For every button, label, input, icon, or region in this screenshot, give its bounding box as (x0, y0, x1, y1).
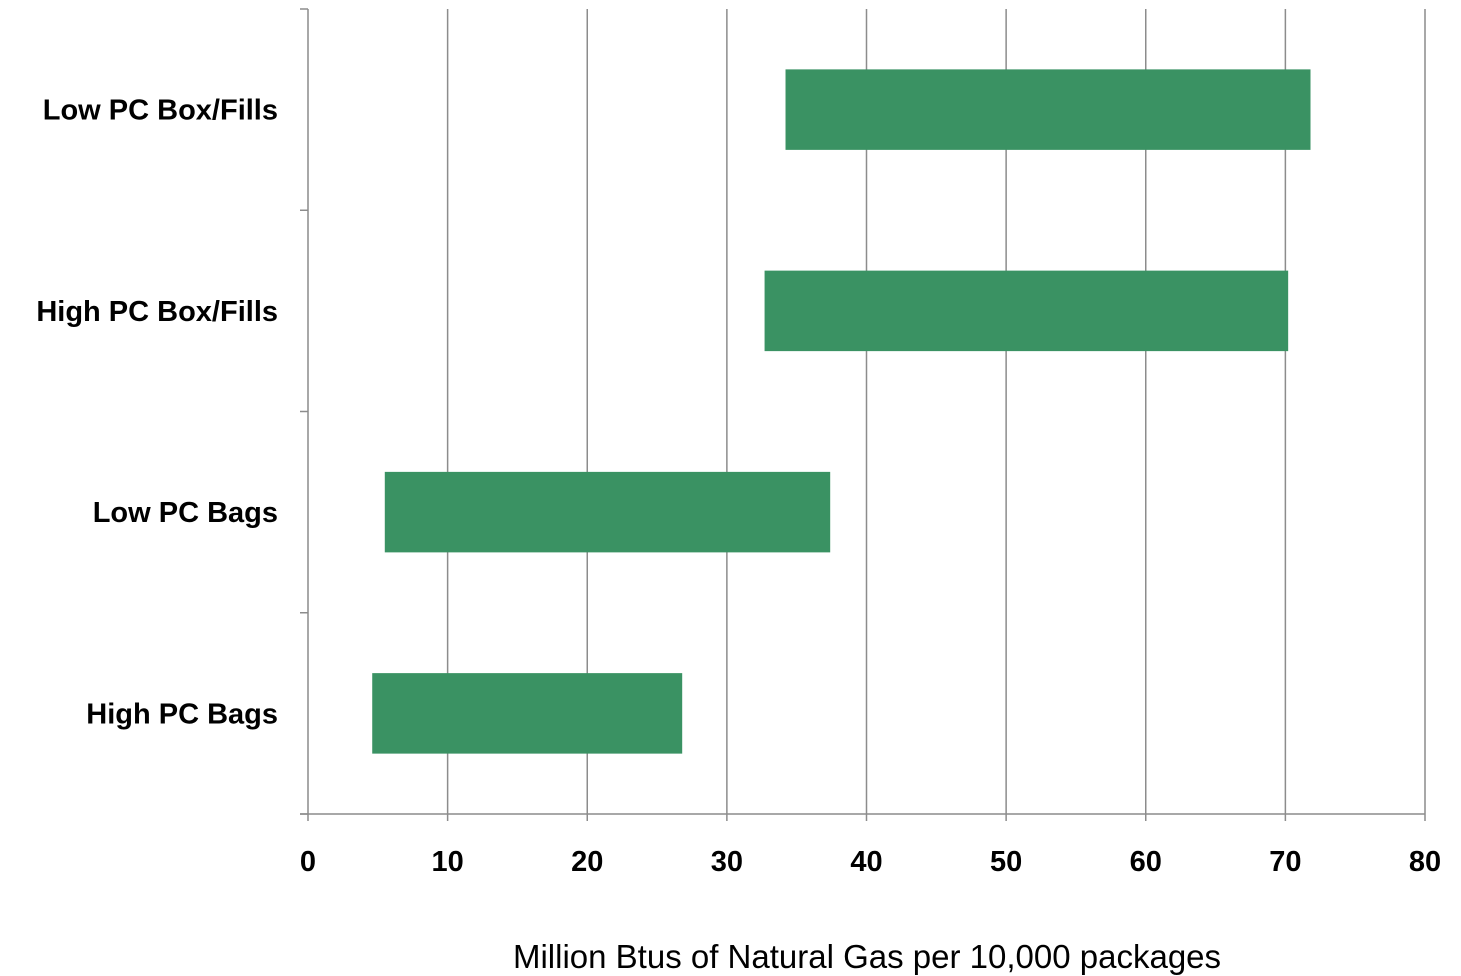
category-label-3: High PC Bags (86, 698, 278, 730)
x-tick-label-20: 20 (571, 846, 603, 878)
axes (300, 8, 1425, 821)
category-label-2: Low PC Bags (93, 497, 278, 529)
x-tick-label-10: 10 (431, 846, 463, 878)
category-label-1: High PC Box/Fills (36, 296, 278, 328)
bar-2 (384, 471, 831, 553)
bar-1 (764, 270, 1289, 352)
x-tick-label-80: 80 (1409, 846, 1441, 878)
category-label-0: Low PC Box/Fills (43, 95, 278, 127)
x-tick-label-70: 70 (1269, 846, 1301, 878)
bars (372, 69, 1311, 754)
x-tick-label-30: 30 (711, 846, 743, 878)
x-tick-label-60: 60 (1130, 846, 1162, 878)
x-axis-title: Million Btus of Natural Gas per 10,000 p… (513, 938, 1221, 975)
bar-0 (785, 69, 1311, 150)
bar-3 (372, 673, 683, 754)
x-tick-label-0: 0 (300, 846, 316, 878)
x-tick-label-50: 50 (990, 846, 1022, 878)
x-tick-label-40: 40 (850, 846, 882, 878)
labels: 0 10 20 30 40 50 60 70 80 Low PC Box/Fills High PC… (36, 95, 1441, 878)
